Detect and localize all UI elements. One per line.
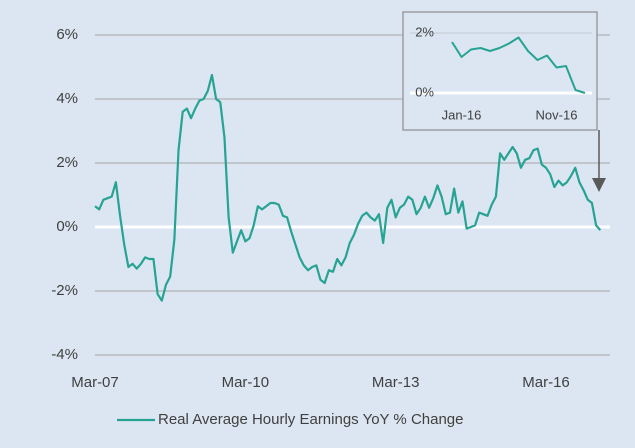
y-tick-label: -4% xyxy=(51,346,78,363)
x-tick-label: Nov-16 xyxy=(536,107,578,122)
legend-label: Real Average Hourly Earnings YoY % Chang… xyxy=(158,411,464,428)
data-line xyxy=(94,73,602,302)
y-tick-label: 2% xyxy=(415,24,434,39)
inset-chart: 0% 2% Jan-16 Nov-16 xyxy=(410,24,592,122)
inset-frame xyxy=(402,11,598,131)
x-tick-label: Jan-16 xyxy=(442,107,482,122)
x-tick-label: Mar-07 xyxy=(71,374,119,391)
x-tick-label: Mar-13 xyxy=(372,374,420,391)
y-tick-label: 6% xyxy=(56,26,78,43)
x-tick-label: Mar-10 xyxy=(222,374,270,391)
y-tick-label: 0% xyxy=(415,84,434,99)
y-tick-label: -2% xyxy=(51,282,78,299)
y-tick-label: 0% xyxy=(56,218,78,235)
main-chart: -4% -2% 0% 2% 4% 6% Mar-07 Mar-10 Mar-13 Mar-16 xyxy=(51,26,610,391)
x-tick-label: Mar-16 xyxy=(522,374,570,391)
y-tick-label: 2% xyxy=(56,154,78,171)
legend: Real Average Hourly Earnings YoY % Chang… xyxy=(117,411,464,428)
y-tick-label: 4% xyxy=(56,90,78,107)
pointer-arrowhead xyxy=(592,178,606,192)
data-line xyxy=(451,36,586,94)
